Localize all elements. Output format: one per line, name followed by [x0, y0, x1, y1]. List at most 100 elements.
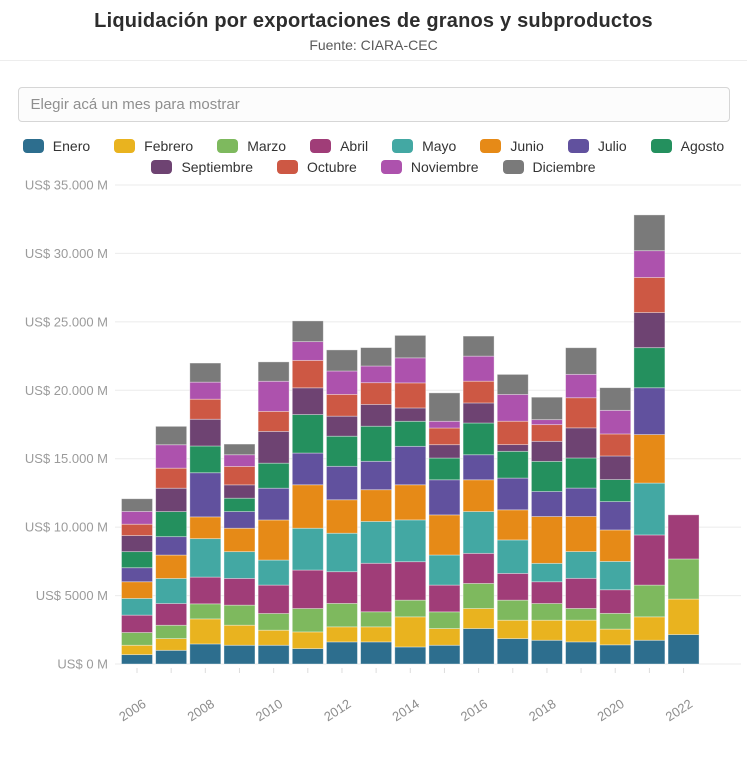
bar-segment-2013-agosto[interactable]: [360, 425, 393, 462]
bar-segment-2021-marzo[interactable]: [633, 584, 666, 618]
bar-segment-2012-octubre[interactable]: [326, 393, 358, 417]
bar-segment-2019-febrero[interactable]: [565, 619, 597, 643]
bar-segment-2013-febrero[interactable]: [360, 626, 393, 643]
bar-segment-2021-diciembre[interactable]: [633, 214, 666, 252]
bar-segment-2021-abril[interactable]: [633, 534, 666, 586]
bar-segment-2006-noviembre[interactable]: [121, 511, 153, 525]
bar-segment-2008-mayo[interactable]: [189, 538, 222, 578]
bar-segment-2009-julio[interactable]: [223, 511, 256, 529]
bar-segment-2014-agosto[interactable]: [394, 420, 427, 447]
bar-segment-2010-abril[interactable]: [257, 584, 290, 614]
bar-segment-2020-enero[interactable]: [599, 644, 632, 665]
bar-segment-2021-septiembre[interactable]: [633, 312, 666, 349]
bar-segment-2014-enero[interactable]: [394, 646, 427, 665]
bar-segment-2020-noviembre[interactable]: [599, 409, 632, 435]
bar-segment-2021-mayo[interactable]: [633, 482, 666, 536]
bar-segment-2007-marzo[interactable]: [155, 624, 188, 640]
bar-segment-2014-septiembre[interactable]: [394, 407, 427, 422]
bar-segment-2010-octubre[interactable]: [257, 410, 290, 432]
bar-segment-2013-diciembre[interactable]: [360, 347, 393, 367]
legend-item-julio[interactable]: Julio: [567, 138, 627, 154]
bar-segment-2011-octubre[interactable]: [291, 359, 324, 389]
bar-segment-2015-abril[interactable]: [428, 584, 461, 613]
bar-segment-2016-octubre[interactable]: [462, 380, 495, 404]
bar-segment-2017-mayo[interactable]: [496, 539, 529, 574]
bar-segment-2007-octubre[interactable]: [155, 467, 188, 489]
bar-segment-2011-agosto[interactable]: [291, 414, 324, 454]
bar-segment-2008-junio[interactable]: [189, 516, 222, 540]
bar-segment-2021-febrero[interactable]: [633, 616, 666, 641]
bar-segment-2006-marzo[interactable]: [121, 632, 153, 646]
bar-segment-2009-mayo[interactable]: [223, 551, 256, 579]
bar-segment-2006-agosto[interactable]: [121, 551, 153, 569]
bar-segment-2018-noviembre[interactable]: [531, 419, 563, 426]
bar-segment-2006-julio[interactable]: [121, 567, 153, 583]
bar-segment-2014-mayo[interactable]: [394, 519, 427, 563]
bar-segment-2016-marzo[interactable]: [462, 583, 495, 609]
bar-segment-2017-enero[interactable]: [496, 638, 529, 665]
bar-segment-2007-febrero[interactable]: [155, 638, 188, 651]
bar-segment-2006-diciembre[interactable]: [121, 498, 153, 512]
bar-segment-2018-abril[interactable]: [531, 581, 563, 604]
bar-segment-2014-marzo[interactable]: [394, 599, 427, 618]
bar-segment-2009-diciembre[interactable]: [223, 443, 256, 456]
bar-segment-2016-junio[interactable]: [462, 479, 495, 512]
bar-segment-2010-diciembre[interactable]: [257, 361, 290, 382]
bar-segment-2013-noviembre[interactable]: [360, 365, 393, 384]
bar-segment-2012-mayo[interactable]: [326, 532, 358, 573]
bar-segment-2011-mayo[interactable]: [291, 527, 324, 571]
bar-segment-2018-febrero[interactable]: [531, 619, 563, 641]
bar-segment-2008-agosto[interactable]: [189, 445, 222, 474]
legend-item-marzo[interactable]: Marzo: [217, 138, 286, 154]
bar-segment-2006-junio[interactable]: [121, 581, 153, 599]
bar-segment-2016-abril[interactable]: [462, 552, 495, 584]
bar-segment-2011-junio[interactable]: [291, 484, 324, 529]
bar-segment-2013-julio[interactable]: [360, 460, 393, 491]
bar-segment-2013-octubre[interactable]: [360, 382, 393, 405]
bar-segment-2007-enero[interactable]: [155, 649, 188, 665]
bar-segment-2007-julio[interactable]: [155, 536, 188, 556]
bar-segment-2012-julio[interactable]: [326, 465, 358, 501]
month-filter-input[interactable]: [17, 87, 730, 122]
bar-segment-2008-julio[interactable]: [189, 472, 222, 518]
bar-segment-2009-septiembre[interactable]: [223, 484, 256, 499]
bar-segment-2010-septiembre[interactable]: [257, 431, 290, 464]
bar-segment-2014-abril[interactable]: [394, 561, 427, 601]
bar-segment-2009-noviembre[interactable]: [223, 454, 256, 467]
bar-segment-2014-octubre[interactable]: [394, 382, 427, 409]
bar-segment-2017-marzo[interactable]: [496, 599, 529, 621]
bar-segment-2009-abril[interactable]: [223, 577, 256, 606]
bar-segment-2016-julio[interactable]: [462, 454, 495, 481]
bar-segment-2016-agosto[interactable]: [462, 422, 495, 456]
bar-segment-2006-abril[interactable]: [121, 614, 153, 633]
bar-segment-2016-enero[interactable]: [462, 628, 495, 665]
bar-segment-2018-septiembre[interactable]: [531, 440, 563, 462]
bar-segment-2012-noviembre[interactable]: [326, 370, 358, 395]
bar-segment-2012-abril[interactable]: [326, 571, 358, 604]
bar-segment-2015-noviembre[interactable]: [428, 420, 461, 429]
bar-segment-2016-septiembre[interactable]: [462, 402, 495, 424]
bar-segment-2018-octubre[interactable]: [531, 424, 563, 442]
bar-segment-2017-agosto[interactable]: [496, 450, 529, 479]
bar-segment-2016-diciembre[interactable]: [462, 335, 495, 357]
bar-segment-2019-noviembre[interactable]: [565, 373, 597, 399]
bar-segment-2013-marzo[interactable]: [360, 611, 393, 628]
legend-item-febrero[interactable]: Febrero: [114, 138, 193, 154]
bar-segment-2013-septiembre[interactable]: [360, 404, 393, 427]
bar-segment-2012-septiembre[interactable]: [326, 415, 358, 437]
bar-segment-2008-marzo[interactable]: [189, 603, 222, 620]
bar-segment-2020-julio[interactable]: [599, 501, 632, 531]
bar-segment-2006-mayo[interactable]: [121, 598, 153, 616]
bar-segment-2015-agosto[interactable]: [428, 457, 461, 481]
bar-segment-2009-enero[interactable]: [223, 644, 256, 665]
bar-segment-2012-junio[interactable]: [326, 499, 358, 534]
bar-segment-2018-julio[interactable]: [531, 491, 563, 517]
bar-segment-2010-marzo[interactable]: [257, 613, 290, 631]
bar-segment-2009-junio[interactable]: [223, 527, 256, 553]
bar-segment-2008-noviembre[interactable]: [189, 381, 222, 400]
legend-item-septiembre[interactable]: Septiembre: [151, 159, 253, 175]
bar-segment-2018-junio[interactable]: [531, 516, 563, 564]
bar-segment-2017-diciembre[interactable]: [496, 374, 529, 395]
bar-segment-2019-agosto[interactable]: [565, 457, 597, 489]
bar-segment-2021-noviembre[interactable]: [633, 250, 666, 278]
